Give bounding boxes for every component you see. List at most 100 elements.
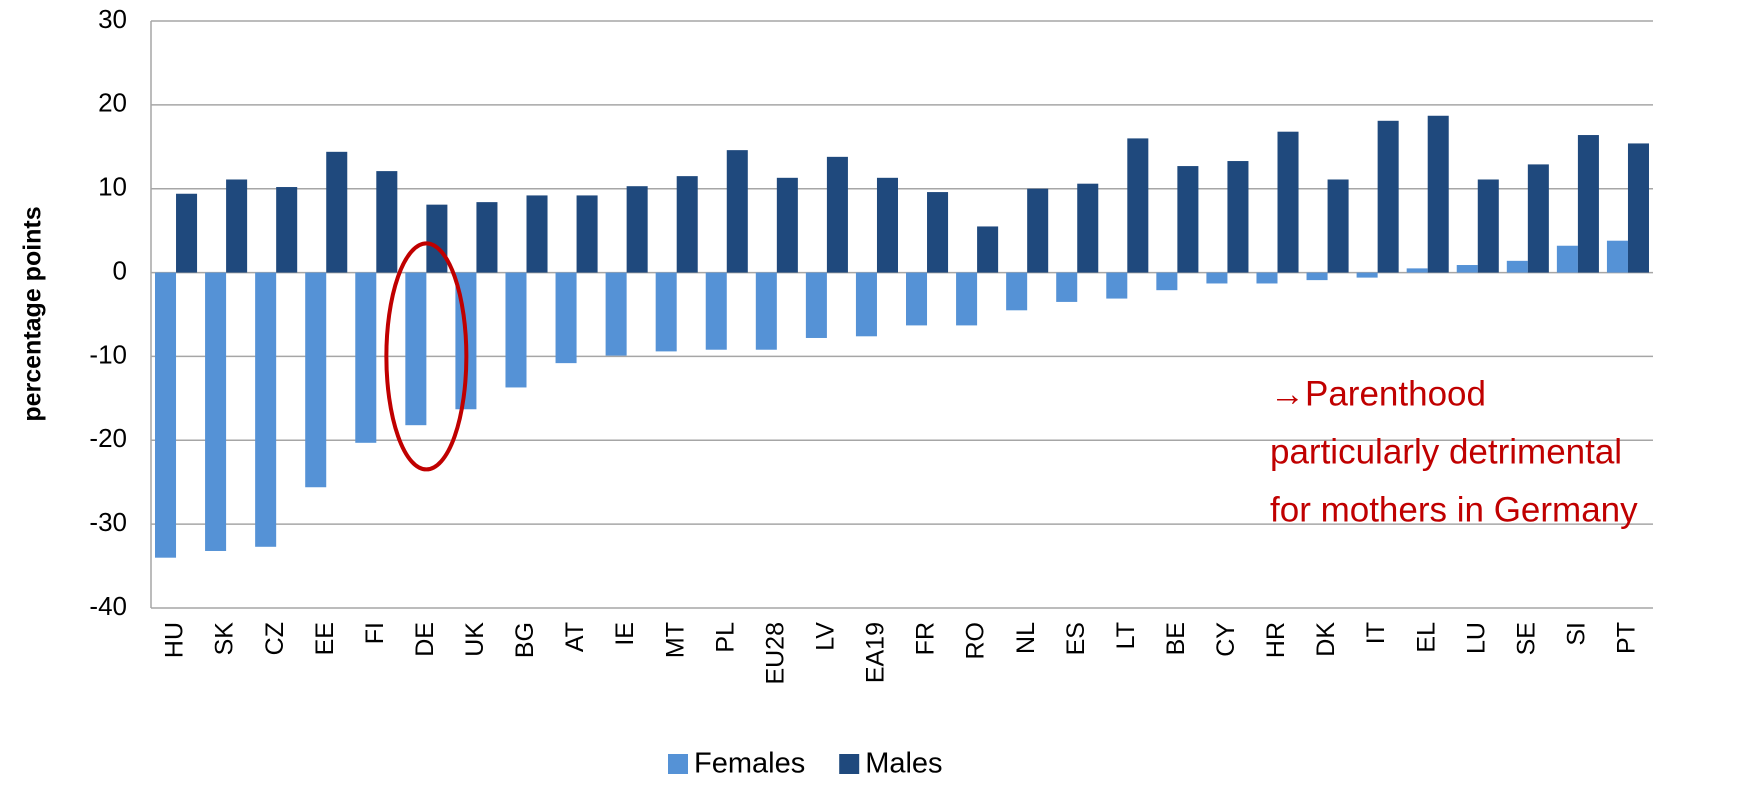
- y-tick-label: 30: [98, 4, 127, 34]
- bar: [906, 272, 928, 326]
- bar: [226, 179, 248, 273]
- x-tick-label: SK: [211, 622, 239, 656]
- bar: [1077, 183, 1099, 273]
- bar: [205, 272, 227, 551]
- y-tick-label: -20: [89, 423, 127, 453]
- x-tick-label: EA19: [862, 622, 890, 683]
- bar: [326, 151, 348, 273]
- x-tick-label: IT: [1362, 622, 1390, 644]
- bar: [1156, 272, 1178, 291]
- y-tick-label: -40: [89, 591, 127, 621]
- x-tick-label: FI: [361, 622, 389, 644]
- x-tick-label: DK: [1312, 622, 1340, 657]
- x-tick-label: ES: [1062, 622, 1090, 655]
- annotation: particularly detrimental: [1270, 432, 1622, 471]
- bar: [1277, 131, 1299, 273]
- legend-swatch: [839, 754, 860, 774]
- x-tick-label: RO: [962, 622, 990, 660]
- x-tick-label: LT: [1112, 622, 1140, 649]
- legend-label: Males: [865, 748, 942, 780]
- bar: [1327, 179, 1349, 273]
- bar: [505, 272, 527, 388]
- y-tick-label: -30: [89, 507, 127, 537]
- bar: [855, 272, 877, 337]
- x-tick-label: FR: [912, 622, 940, 655]
- bar: [405, 272, 427, 426]
- bar: [1506, 260, 1528, 273]
- x-tick-label: HU: [161, 622, 189, 658]
- x-tick-label: HR: [1262, 622, 1290, 658]
- highlight-ellipse: [384, 241, 469, 472]
- bar: [1056, 272, 1078, 302]
- x-tick-label: AT: [561, 622, 589, 652]
- bar: [305, 272, 327, 488]
- x-tick-label: IE: [611, 622, 639, 646]
- x-tick-label: BG: [511, 622, 539, 658]
- bar: [376, 171, 398, 273]
- bar: [1477, 179, 1499, 273]
- bar: [655, 272, 677, 352]
- bar: [676, 176, 698, 273]
- x-tick-label: PL: [711, 622, 739, 653]
- legend-swatch: [668, 754, 688, 774]
- bar: [476, 202, 498, 273]
- x-tick-label: MT: [661, 622, 689, 658]
- legend-label: Females: [694, 748, 805, 780]
- bar: [1177, 166, 1199, 273]
- bar: [1356, 272, 1378, 278]
- bar: [1256, 272, 1278, 284]
- bar: [805, 272, 827, 338]
- y-tick-label: 0: [113, 255, 127, 285]
- bar: [1456, 265, 1478, 273]
- bar: [576, 195, 598, 273]
- bar: [755, 272, 777, 350]
- x-tick-label: LU: [1462, 622, 1490, 654]
- x-tick-label: SE: [1512, 622, 1540, 655]
- bar: [155, 272, 177, 558]
- bar: [1406, 268, 1428, 273]
- annotation: →Parenthood: [1270, 374, 1486, 413]
- bar: [176, 193, 198, 273]
- bar: [1427, 115, 1449, 273]
- bar: [1377, 120, 1399, 273]
- x-tick-label: CZ: [261, 622, 289, 655]
- bar: [1206, 272, 1228, 284]
- bar: [977, 226, 999, 273]
- bar: [1306, 272, 1328, 281]
- x-tick-label: PT: [1613, 622, 1641, 654]
- bar: [1127, 138, 1149, 273]
- x-tick-label: DE: [411, 622, 439, 657]
- bar: [555, 272, 577, 364]
- x-tick-label: EU28: [761, 622, 789, 685]
- bar: [1227, 161, 1249, 273]
- bar: [927, 192, 949, 273]
- x-tick-label: SI: [1563, 622, 1591, 646]
- x-tick-label: LV: [812, 622, 840, 651]
- x-tick-label: BE: [1162, 622, 1190, 655]
- y-tick-label: 10: [98, 172, 127, 202]
- annotation: for mothers in Germany: [1270, 490, 1638, 529]
- x-tick-label: UK: [461, 622, 489, 657]
- x-tick-label: NL: [1012, 622, 1040, 654]
- bar: [605, 272, 627, 356]
- bar: [526, 195, 548, 273]
- y-tick-label: -10: [89, 339, 127, 369]
- bar: [276, 187, 298, 273]
- bar: [1106, 272, 1128, 299]
- bar: [776, 177, 798, 273]
- bar: [826, 156, 848, 273]
- y-tick-label: 20: [98, 88, 127, 118]
- bar: [1027, 188, 1049, 273]
- bar: [956, 272, 978, 326]
- bar: [1556, 245, 1578, 273]
- bar: [355, 272, 377, 443]
- bar: [876, 177, 898, 273]
- bar: [1577, 135, 1599, 273]
- y-axis-title: percentage points: [19, 206, 47, 421]
- bar: [1606, 240, 1628, 273]
- bar: [1627, 143, 1649, 273]
- bar: [726, 150, 748, 273]
- x-tick-label: EL: [1412, 622, 1440, 653]
- bar: [426, 204, 448, 273]
- bar: [255, 272, 277, 547]
